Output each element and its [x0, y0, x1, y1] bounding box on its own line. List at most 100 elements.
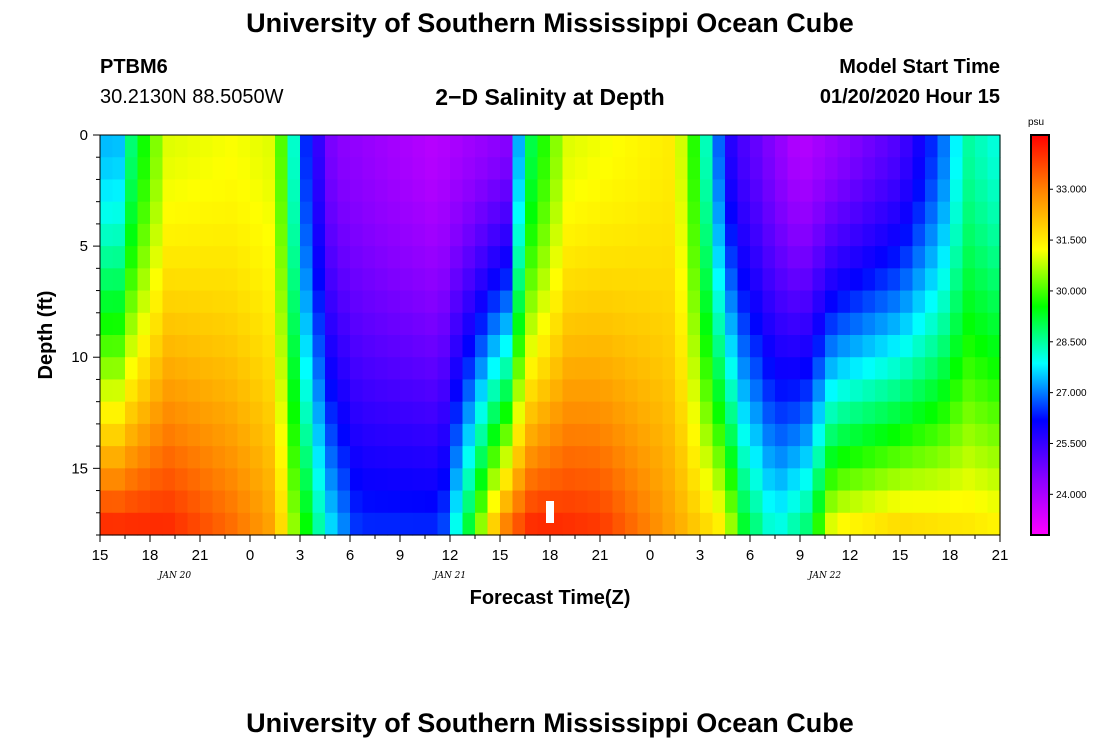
heatmap-cell [512, 312, 526, 336]
heatmap-cell [950, 135, 964, 158]
heatmap-cell [187, 312, 201, 336]
heatmap-cell [525, 179, 539, 203]
heatmap-cell [725, 135, 739, 158]
heatmap-cell [675, 268, 689, 292]
heatmap-cell [687, 268, 701, 292]
heatmap-cell [100, 201, 114, 225]
heatmap-cell [475, 201, 489, 225]
heatmap-cell [662, 446, 676, 469]
heatmap-cell [662, 223, 676, 247]
heatmap-cell [825, 268, 839, 292]
heatmap-cell [975, 312, 989, 336]
heatmap-cell [650, 512, 664, 536]
heatmap-cell [237, 490, 251, 514]
heatmap-cell [487, 201, 501, 225]
x-tick-label: 21 [192, 547, 209, 564]
heatmap-cell [362, 401, 376, 425]
heatmap-cell [737, 290, 751, 314]
heatmap-cell [150, 335, 164, 358]
heatmap-cell [175, 201, 189, 225]
heatmap-cell [250, 290, 264, 314]
heatmap-cell [412, 401, 426, 425]
heatmap-cell [400, 157, 414, 181]
heatmap-cell [237, 179, 251, 203]
heatmap-cell [912, 490, 926, 514]
heatmap-cell [825, 446, 839, 469]
heatmap-cell [400, 179, 414, 203]
heatmap-cell [975, 446, 989, 469]
heatmap-cell [600, 423, 614, 447]
heatmap-cell [350, 357, 364, 381]
heatmap-cell [525, 157, 539, 181]
heatmap-cell [462, 379, 476, 403]
heatmap-cell [425, 401, 439, 425]
heatmap-cell [975, 157, 989, 181]
heatmap-cell [462, 490, 476, 514]
heatmap-cell [100, 401, 114, 425]
heatmap-cell [162, 468, 176, 492]
heatmap-cell [312, 468, 326, 492]
heatmap-cell [912, 268, 926, 292]
colorbar-tick-label: 31.500 [1056, 236, 1087, 247]
heatmap-cell [112, 512, 126, 536]
heatmap-cell [550, 223, 564, 247]
heatmap-cell [662, 268, 676, 292]
heatmap-cell [650, 357, 664, 381]
heatmap-cell [125, 246, 139, 269]
heatmap-cell [300, 379, 314, 403]
heatmap-cell [637, 379, 651, 403]
heatmap-cell [875, 246, 889, 269]
heatmap-cell [962, 379, 976, 403]
heatmap-cell [275, 135, 289, 158]
heatmap-cell [225, 512, 239, 536]
heatmap-cell [887, 401, 901, 425]
heatmap-cell [475, 223, 489, 247]
heatmap-cell [950, 223, 964, 247]
heatmap-cell [225, 157, 239, 181]
heatmap-cell [725, 357, 739, 381]
heatmap-cell [225, 179, 239, 203]
heatmap-cell [775, 490, 789, 514]
heatmap-cell [250, 423, 264, 447]
heatmap-cell [962, 157, 976, 181]
heatmap-cell [125, 312, 139, 336]
heatmap-cell [312, 268, 326, 292]
heatmap-cell [587, 401, 601, 425]
heatmap-cell [637, 157, 651, 181]
heatmap-cell [675, 179, 689, 203]
heatmap-cell [537, 468, 551, 492]
heatmap-cell [700, 446, 714, 469]
heatmap-cell [175, 246, 189, 269]
heatmap-cell [625, 246, 639, 269]
heatmap-cell [200, 290, 214, 314]
heatmap-cell [787, 157, 801, 181]
heatmap-cell [375, 201, 389, 225]
heatmap-cell [687, 446, 701, 469]
heatmap-cell [462, 290, 476, 314]
heatmap-cell [275, 201, 289, 225]
heatmap-cell [412, 290, 426, 314]
heatmap-cell [137, 357, 151, 381]
heatmap-cell [237, 268, 251, 292]
heatmap-cell [675, 446, 689, 469]
heatmap-cell [787, 246, 801, 269]
x-tick-label: 12 [842, 547, 859, 564]
heatmap-cell [175, 135, 189, 158]
heatmap-cell [262, 335, 276, 358]
heatmap-cell [662, 246, 676, 269]
heatmap-cell [412, 446, 426, 469]
heatmap-cell [262, 223, 276, 247]
heatmap-cell [437, 179, 451, 203]
heatmap-cell [962, 246, 976, 269]
heatmap-cell [850, 201, 864, 225]
heatmap-cell [650, 157, 664, 181]
heatmap-cell [475, 157, 489, 181]
heatmap-cell [200, 135, 214, 158]
heatmap-cell [250, 401, 264, 425]
heatmap-cell [387, 201, 401, 225]
heatmap-cell [150, 357, 164, 381]
heatmap-cell [212, 401, 226, 425]
heatmap-cell [350, 290, 364, 314]
heatmap-cell [775, 446, 789, 469]
current-time-marker [546, 501, 554, 523]
